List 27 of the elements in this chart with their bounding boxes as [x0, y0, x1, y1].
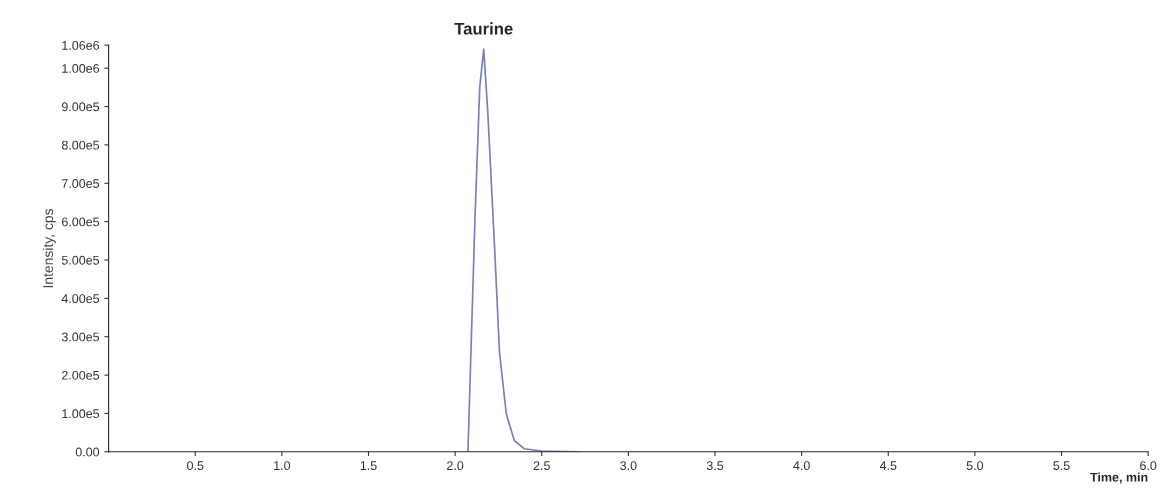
- y-tick-label: 4.00e5: [61, 294, 100, 304]
- y-tick-label: 3.00e5: [61, 332, 100, 342]
- y-tick-label: 5.00e5: [61, 255, 100, 265]
- x-tick-label: 2.5: [533, 461, 550, 471]
- x-tick-label: 4.0: [793, 461, 810, 471]
- y-tick-label: 6.00e5: [62, 217, 100, 227]
- y-tick-label: 1.00e6: [62, 64, 100, 73]
- y-tick-label: 1.06e6: [62, 40, 100, 50]
- x-tick-label: 2.0: [447, 461, 464, 471]
- x-tick-label: 4.5: [879, 461, 897, 471]
- y-tick-label: 7.00e5: [62, 179, 100, 188]
- x-tick-label: 6.0: [1140, 461, 1157, 471]
- x-tick-label: 3.5: [706, 461, 724, 471]
- y-tick-label: 9.00e5: [61, 102, 100, 112]
- x-tick-label: 5.5: [1053, 461, 1070, 471]
- x-tick-label: 0.5: [187, 461, 204, 471]
- y-tick-label: 0.00: [75, 447, 100, 457]
- y-tick-label: 8.00e5: [61, 140, 100, 150]
- x-tick-label: 1.5: [360, 461, 377, 471]
- y-tick-label: 1.00e5: [62, 409, 100, 419]
- y-tick-label: 2.00e5: [62, 370, 100, 380]
- x-tick-label: 5.0: [966, 461, 984, 471]
- annotation: Taurine: [454, 22, 513, 35]
- x-axis-title: Time, min: [1090, 472, 1148, 484]
- x-tick-label: 3.0: [620, 461, 637, 471]
- x-tick-label: 1.0: [274, 461, 291, 471]
- y-axis-title: Intensity, cps: [42, 208, 56, 288]
